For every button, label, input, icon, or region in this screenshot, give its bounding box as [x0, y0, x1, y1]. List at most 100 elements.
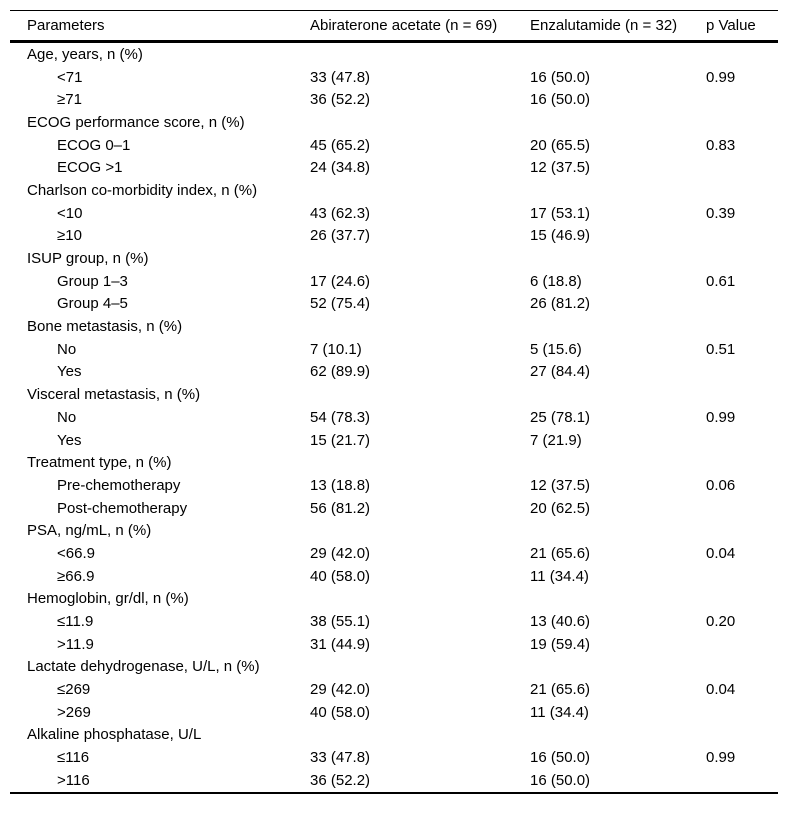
empty-cell: [530, 656, 706, 679]
table-row: ECOG >1 24 (34.8) 12 (37.5): [10, 156, 778, 179]
param-label: No: [57, 408, 77, 426]
empty-cell: [706, 111, 778, 134]
p-value: [706, 361, 778, 384]
column-header-parameters: Parameters: [10, 10, 310, 43]
param-label: ≥71: [57, 91, 82, 109]
group-label: Age, years, n (%): [27, 45, 143, 63]
table-row: >11.9 31 (44.9) 19 (59.4): [10, 633, 778, 656]
enzalutamide-value: 5 (15.6): [530, 340, 582, 358]
enzalutamide-value: 16 (50.0): [530, 749, 591, 767]
param-label: ECOG >1: [57, 159, 123, 177]
table-row: ≥10 26 (37.7) 15 (46.9): [10, 225, 778, 248]
empty-cell: [706, 451, 778, 474]
abiraterone-value: 7 (10.1): [310, 340, 362, 358]
abiraterone-value: 33 (47.8): [310, 68, 371, 86]
enzalutamide-value: 11 (34.4): [530, 703, 589, 721]
param-label: >116: [57, 771, 90, 789]
param-label: ≥10: [57, 227, 82, 245]
empty-cell: [706, 179, 778, 202]
param-label: Group 1–3: [57, 272, 128, 290]
abiraterone-value: 54 (78.3): [310, 408, 371, 426]
table-row: <10 43 (62.3) 17 (53.1) 0.39: [10, 202, 778, 225]
abiraterone-value: 31 (44.9): [310, 635, 371, 653]
p-value: [706, 565, 778, 588]
param-label: >11.9: [57, 635, 94, 653]
group-label: Alkaline phosphatase, U/L: [27, 726, 202, 744]
enzalutamide-value: 27 (84.4): [530, 363, 591, 381]
table-row: >269 40 (58.0) 11 (34.4): [10, 701, 778, 724]
table-row: Post-chemotherapy 56 (81.2) 20 (62.5): [10, 497, 778, 520]
group-header-row: Bone metastasis, n (%): [10, 315, 778, 338]
table-row: >116 36 (52.2) 16 (50.0): [10, 769, 778, 793]
param-label: >269: [57, 703, 91, 721]
enzalutamide-value: 21 (65.6): [530, 544, 591, 562]
p-value: 0.20: [706, 613, 736, 631]
header-row: Parameters Abiraterone acetate (n = 69) …: [10, 10, 778, 43]
abiraterone-value: 43 (62.3): [310, 204, 371, 222]
table-header: Parameters Abiraterone acetate (n = 69) …: [10, 10, 778, 43]
table-row: ≥66.9 40 (58.0) 11 (34.4): [10, 565, 778, 588]
empty-cell: [706, 588, 778, 611]
empty-cell: [310, 451, 530, 474]
empty-cell: [530, 247, 706, 270]
group-label: Bone metastasis, n (%): [27, 318, 183, 336]
empty-cell: [706, 724, 778, 747]
p-value: [706, 497, 778, 520]
empty-cell: [310, 519, 530, 542]
abiraterone-value: 38 (55.1): [310, 613, 371, 631]
enzalutamide-value: 26 (81.2): [530, 295, 591, 313]
group-label: Hemoglobin, gr/dl, n (%): [27, 590, 189, 608]
abiraterone-value: 29 (42.0): [310, 544, 371, 562]
p-value: 0.04: [706, 544, 736, 562]
enzalutamide-value: 20 (62.5): [530, 499, 591, 517]
baseline-characteristics-table-wrap: Parameters Abiraterone acetate (n = 69) …: [10, 10, 778, 794]
empty-cell: [530, 179, 706, 202]
abiraterone-value: 15 (21.7): [310, 431, 371, 449]
group-header-row: Treatment type, n (%): [10, 451, 778, 474]
param-label: <10: [57, 204, 83, 222]
table-row: Group 4–5 52 (75.4) 26 (81.2): [10, 293, 778, 316]
p-value: [706, 633, 778, 656]
table-row: ≤269 29 (42.0) 21 (65.6) 0.04: [10, 678, 778, 701]
p-value: 0.61: [706, 272, 736, 290]
enzalutamide-value: 15 (46.9): [530, 227, 591, 245]
empty-cell: [706, 519, 778, 542]
param-label: <71: [57, 68, 83, 86]
empty-cell: [530, 383, 706, 406]
empty-cell: [310, 42, 530, 66]
group-header-row: Hemoglobin, gr/dl, n (%): [10, 588, 778, 611]
enzalutamide-value: 16 (50.0): [530, 91, 591, 109]
empty-cell: [310, 247, 530, 270]
param-label: Yes: [57, 363, 82, 381]
p-value: [706, 701, 778, 724]
abiraterone-value: 33 (47.8): [310, 749, 371, 767]
group-label: Visceral metastasis, n (%): [27, 386, 201, 404]
empty-cell: [310, 383, 530, 406]
param-label: Pre-chemotherapy: [57, 476, 181, 494]
enzalutamide-value: 16 (50.0): [530, 771, 591, 789]
abiraterone-value: 17 (24.6): [310, 272, 371, 290]
abiraterone-value: 62 (89.9): [310, 363, 371, 381]
p-value: [706, 293, 778, 316]
enzalutamide-value: 12 (37.5): [530, 476, 591, 494]
empty-cell: [706, 315, 778, 338]
abiraterone-value: 36 (52.2): [310, 91, 371, 109]
p-value: 0.99: [706, 408, 736, 426]
abiraterone-value: 52 (75.4): [310, 295, 371, 313]
enzalutamide-value: 6 (18.8): [530, 272, 582, 290]
param-label: Yes: [57, 431, 82, 449]
enzalutamide-value: 16 (50.0): [530, 68, 591, 86]
table-row: Pre-chemotherapy 13 (18.8) 12 (37.5) 0.06: [10, 474, 778, 497]
table-row: <66.9 29 (42.0) 21 (65.6) 0.04: [10, 542, 778, 565]
param-label: ≥66.9: [57, 567, 95, 585]
group-header-row: Age, years, n (%): [10, 42, 778, 66]
table-row: No 54 (78.3) 25 (78.1) 0.99: [10, 406, 778, 429]
group-label: ISUP group, n (%): [27, 250, 149, 268]
empty-cell: [530, 42, 706, 66]
table-row: Group 1–3 17 (24.6) 6 (18.8) 0.61: [10, 270, 778, 293]
abiraterone-value: 26 (37.7): [310, 227, 371, 245]
group-label: Lactate dehydrogenase, U/L, n (%): [27, 658, 260, 676]
param-label: ≤116: [57, 749, 90, 767]
group-label: ECOG performance score, n (%): [27, 113, 245, 131]
enzalutamide-value: 11 (34.4): [530, 567, 589, 585]
